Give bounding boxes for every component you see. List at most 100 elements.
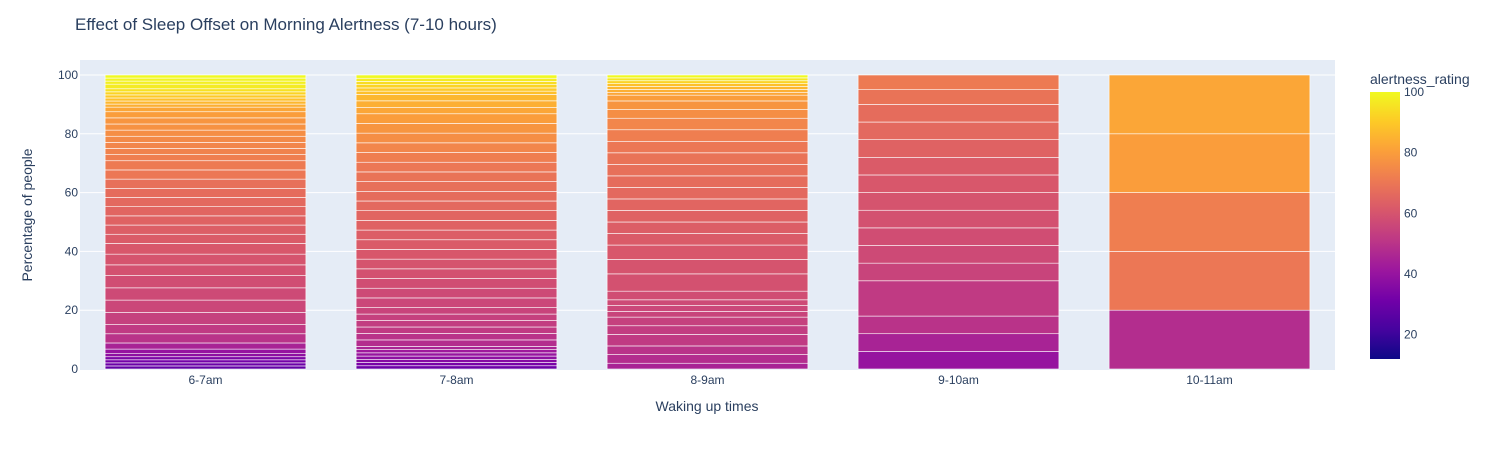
bar-segment [104, 111, 307, 119]
bar-segment [104, 74, 307, 79]
bar-segment [857, 351, 1060, 370]
bar-segment [606, 94, 809, 102]
bar-segment [606, 198, 809, 211]
bar-segment [355, 278, 558, 289]
bar-segment [355, 81, 558, 85]
bar-segment [355, 94, 558, 102]
x-tick-label: 10-11am [1186, 373, 1232, 387]
bar-segment [355, 365, 558, 370]
bar-segment [355, 326, 558, 334]
bar-segment [606, 345, 809, 355]
bar-stack [606, 74, 809, 370]
bar-segment [606, 305, 809, 312]
bar-segment [355, 152, 558, 163]
bar-segment [104, 253, 307, 266]
bar-segment [355, 352, 558, 357]
bar-segment [606, 273, 809, 292]
bar-segment [355, 107, 558, 115]
bar-segment [104, 197, 307, 207]
bar-segment [355, 113, 558, 124]
bar-segment [606, 164, 809, 177]
colorbar-tick-label: 80 [1404, 146, 1418, 160]
bar-segment [606, 354, 809, 364]
bar-segment [606, 74, 809, 79]
bar-segment [104, 356, 307, 361]
y-tick-label: 60 [65, 186, 79, 200]
y-axis-title: Percentage of people [19, 148, 35, 281]
bar-segment [606, 129, 809, 142]
bar-segment [1108, 74, 1311, 135]
bar-segment [606, 311, 809, 318]
bar-segment [104, 148, 307, 155]
bar-segment [355, 359, 558, 363]
bar-segment [104, 83, 307, 90]
bar-segment [104, 299, 307, 313]
x-axis-title: Waking up times [656, 398, 759, 414]
stacked-bars [104, 74, 1311, 370]
bar-segment [104, 154, 307, 162]
x-tick-label: 6-7am [188, 373, 222, 387]
bar-segment [355, 307, 558, 315]
bar-stack [104, 74, 307, 370]
bar-segment [104, 287, 307, 301]
y-tick-label: 40 [65, 244, 79, 258]
bar-segment [606, 175, 809, 188]
bar-segment [857, 121, 1060, 140]
bar-segment [355, 313, 558, 321]
bar-segment [606, 299, 809, 306]
bar-segment [104, 178, 307, 189]
bar-segment [606, 259, 809, 275]
bar-segment [355, 287, 558, 299]
bar-segment [1108, 251, 1311, 311]
bar-segment [355, 77, 558, 82]
y-tick-label: 20 [65, 303, 79, 317]
colorbar-tick-label: 20 [1404, 328, 1418, 342]
bar-segment [606, 91, 809, 96]
bar-segment [857, 139, 1060, 158]
bar-segment [355, 210, 558, 221]
bar-segment [857, 157, 1060, 176]
bar-segment [606, 89, 809, 93]
bar-segment [355, 161, 558, 173]
bar-segment [104, 359, 307, 364]
bar-segment [606, 334, 809, 347]
bar-segment [606, 221, 809, 234]
colorbar-tick-label: 60 [1404, 206, 1418, 220]
bar-segment [104, 129, 307, 137]
bar-segment [104, 135, 307, 143]
bar-segment [104, 233, 307, 244]
bar-segment [857, 245, 1060, 264]
bar-segment [606, 210, 809, 223]
bar-segment [355, 362, 558, 367]
y-tick-label: 80 [65, 127, 79, 141]
bar-segment [104, 215, 307, 226]
bar-segment [104, 365, 307, 370]
bar-segment [355, 220, 558, 231]
bar-segment [355, 349, 558, 354]
bar-segment [104, 103, 307, 108]
chart-title: Effect of Sleep Offset on Morning Alertn… [75, 15, 497, 34]
bar-segment [857, 227, 1060, 246]
bar-segment [606, 187, 809, 200]
bar-stack [1108, 74, 1311, 370]
bar-segment [857, 192, 1060, 211]
bar-segment [857, 104, 1060, 123]
bar-segment [857, 280, 1060, 317]
bar-segment [857, 333, 1060, 352]
bar-segment [355, 355, 558, 360]
bar-segment [606, 80, 809, 84]
x-axis-ticks: 6-7am 7-8am 8-9am 9-10am 10-11am [188, 373, 1232, 387]
colorbar-tick-label: 40 [1404, 267, 1418, 281]
bar-segment [104, 169, 307, 180]
bar-segment [104, 264, 307, 276]
bar-segment [857, 315, 1060, 335]
y-tick-label: 0 [71, 362, 78, 376]
bar-segment [104, 80, 307, 85]
bar-segment [104, 88, 307, 93]
bar-segment [104, 117, 307, 125]
bar-segment [857, 74, 1060, 90]
bar-stack [355, 74, 558, 370]
bar-segment [104, 100, 307, 105]
bar-segment [104, 275, 307, 289]
